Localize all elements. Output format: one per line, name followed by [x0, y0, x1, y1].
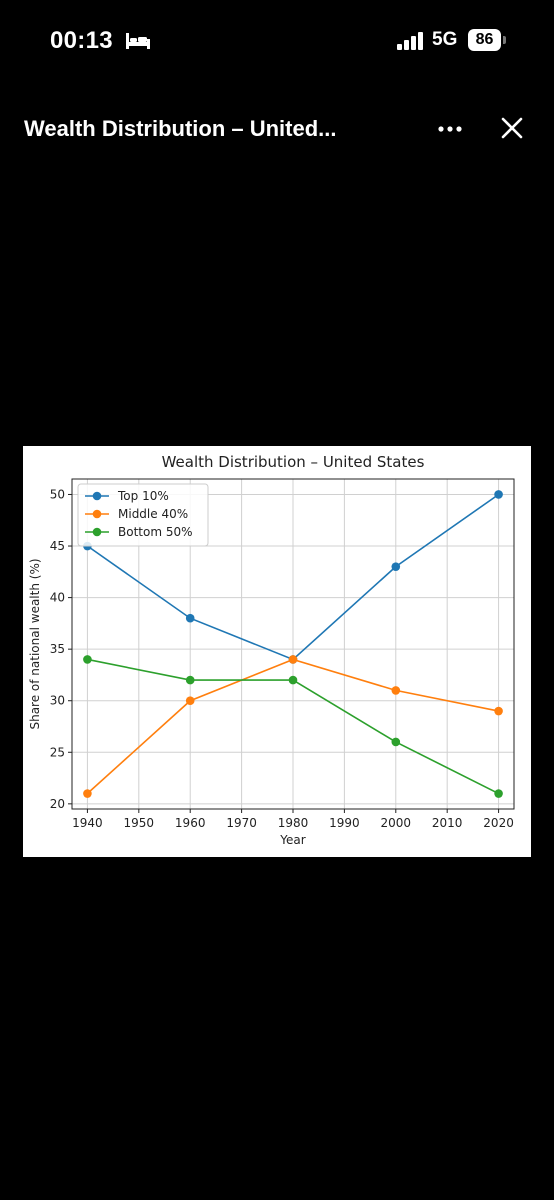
y-tick-label: 25: [50, 745, 65, 759]
y-tick-label: 20: [50, 797, 65, 811]
y-tick-label: 35: [50, 642, 65, 656]
axis-ticks: 1940 1950 1960 1970 1980 1990 2000 2010 20202025…: [50, 487, 514, 830]
x-tick-label: 1980: [278, 816, 309, 830]
x-tick-label: 1940: [72, 816, 103, 830]
data-point: [391, 562, 401, 571]
chart-title: Wealth Distribution – United States: [162, 453, 425, 471]
signal-icon: [396, 32, 426, 50]
status-bar: 00:13 5G 86: [0, 0, 554, 84]
close-button[interactable]: [496, 112, 528, 144]
data-point: [185, 696, 195, 706]
x-tick-label: 1960: [175, 816, 206, 830]
data-point: [391, 737, 401, 747]
x-tick-label: 2010: [432, 816, 463, 830]
legend-label: Top 10%: [117, 489, 169, 503]
battery-level: 86: [475, 31, 494, 48]
series-3: [83, 655, 503, 798]
data-point: [391, 686, 401, 695]
data-point: [185, 613, 195, 623]
legend-swatch-marker: [92, 509, 102, 519]
grid: [72, 479, 514, 809]
x-tick-label: 1970: [226, 816, 257, 830]
bed-icon: [125, 31, 151, 51]
data-point: [494, 706, 503, 716]
chart-image: Wealth Distribution – United States 1940…: [23, 446, 531, 857]
series: [83, 490, 503, 798]
close-icon: [501, 117, 523, 139]
x-tick-label: 1950: [124, 816, 155, 830]
viewer-toolbar: Wealth Distribution – United...: [0, 100, 554, 160]
battery-indicator: 86: [468, 29, 508, 53]
x-tick-label: 2020: [483, 816, 514, 830]
y-tick-label: 50: [50, 487, 65, 501]
series-2: [83, 655, 503, 798]
x-tick-label: 2000: [381, 816, 412, 830]
data-point: [288, 675, 298, 685]
data-point: [185, 675, 195, 685]
status-time: 00:13: [50, 27, 113, 54]
network-label: 5G: [432, 29, 458, 50]
legend-box: [77, 483, 209, 547]
more-options-button[interactable]: [432, 114, 468, 144]
legend-swatch-marker: [92, 491, 102, 501]
legend-label: Middle 40%: [118, 507, 188, 521]
viewer-title: Wealth Distribution – United...: [24, 116, 337, 141]
x-axis-label: Year: [279, 833, 305, 847]
x-tick-label: 1990: [329, 816, 360, 830]
y-tick-label: 45: [50, 539, 65, 553]
legend-swatch-marker: [92, 527, 102, 537]
legend-label: Bottom 50%: [118, 525, 193, 539]
y-axis-label: Share of national wealth (%): [28, 558, 42, 729]
legend: Top 10% Middle 40% Bottom 50%: [77, 483, 209, 547]
y-tick-label: 40: [50, 591, 65, 605]
y-tick-label: 30: [50, 694, 65, 708]
data-point: [83, 655, 92, 664]
data-point: [288, 655, 298, 664]
more-icon: [438, 126, 462, 132]
data-point: [83, 789, 92, 798]
data-point: [494, 490, 503, 499]
line-chart: Wealth Distribution – United States 1940…: [28, 453, 515, 847]
data-point: [494, 789, 503, 798]
